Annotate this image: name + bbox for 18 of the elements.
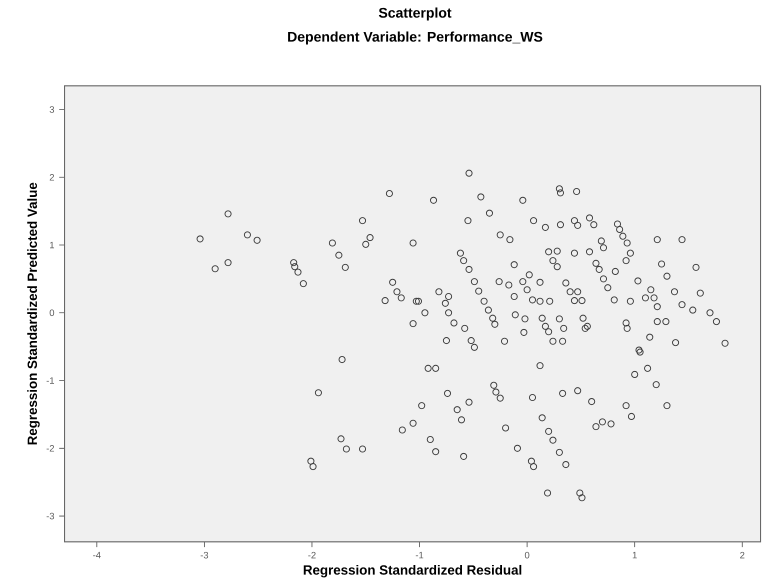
x-axis-title: Regression Standardized Residual	[304, 564, 522, 578]
x-tick-label: 2	[740, 552, 744, 558]
y-tick-label: -2	[46, 445, 54, 452]
y-tick-label: -3	[46, 512, 54, 520]
y-tick-label: 1	[50, 242, 54, 248]
x-tick-label: -3	[200, 552, 208, 558]
x-tick-label: 1	[632, 552, 637, 558]
y-tick-label: -1	[46, 377, 54, 384]
chart-title: Scatterplot	[378, 7, 452, 21]
x-tick-label: -4	[93, 552, 101, 558]
y-tick-label: 3	[50, 106, 54, 113]
y-tick-label: 2	[50, 174, 54, 181]
x-tick-label: -2	[308, 552, 316, 558]
x-tick-label: 0	[524, 552, 530, 558]
y-axis-title: Regression Standardized Predicted Value	[27, 182, 40, 444]
y-tick-label: 0	[50, 309, 54, 316]
chart-subtitle: Dependent Variable: Performance_WS	[288, 31, 542, 45]
x-tick-label: -1	[416, 552, 424, 558]
